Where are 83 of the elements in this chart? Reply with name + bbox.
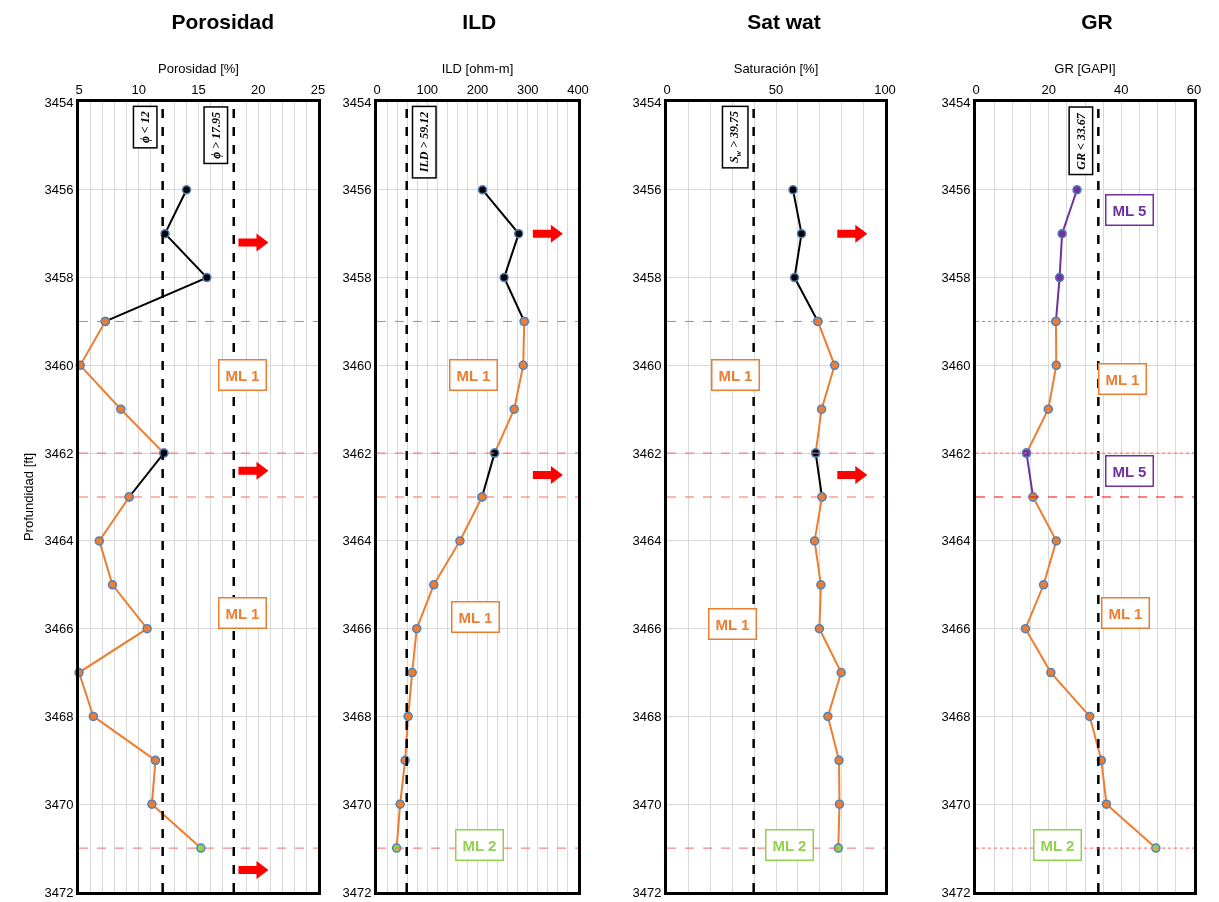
- ref-line-label: ILD > 59.12: [417, 111, 432, 174]
- y-tick-label: 3470: [941, 796, 971, 812]
- y-tick-label: 3470: [342, 796, 372, 812]
- y-tick-label: 3460: [342, 357, 372, 373]
- x-tick-label: 100: [416, 81, 439, 97]
- x-tick-label: 25: [310, 81, 326, 97]
- chart-title: GR: [1081, 10, 1113, 34]
- y-tick-label: 3468: [941, 708, 971, 724]
- y-tick-label: 3462: [941, 445, 971, 461]
- annotation: ML 1: [1105, 370, 1140, 388]
- chart-title: Sat wat: [747, 10, 821, 34]
- annotation: ML 1: [458, 608, 493, 626]
- y-tick-label: 3460: [632, 357, 662, 373]
- y-tick-label: 3454: [342, 94, 372, 110]
- x-tick-label: 10: [131, 81, 146, 97]
- chart-title: ILD: [462, 10, 497, 34]
- y-tick-label: 3466: [941, 621, 971, 637]
- y-tick-label: 3468: [632, 708, 662, 724]
- annotation: ML 1: [718, 366, 753, 384]
- x-tick-label: 100: [874, 81, 896, 97]
- annotation: ML 1: [225, 366, 260, 384]
- x-axis-title: Saturación [%]: [733, 60, 819, 76]
- y-tick-label: 3466: [632, 621, 662, 637]
- y-tick-label: 3458: [44, 270, 74, 286]
- y-tick-label: 3472: [941, 884, 971, 900]
- y-tick-label: 3468: [342, 708, 372, 724]
- y-tick-label: 3456: [632, 182, 662, 198]
- x-tick-label: 200: [466, 81, 489, 97]
- y-tick-label: 3466: [342, 621, 372, 637]
- annotation: ML 1: [715, 615, 750, 633]
- y-tick-label: 3464: [632, 533, 662, 549]
- y-tick-label: 3456: [941, 182, 971, 198]
- y-tick-label: 3472: [632, 884, 662, 900]
- x-tick-label: 50: [768, 81, 784, 97]
- y-tick-label: 3458: [941, 270, 971, 286]
- ref-line-label: ϕ > 17.95: [208, 111, 223, 159]
- y-tick-label: 3454: [941, 94, 971, 110]
- y-tick-label: 3472: [342, 884, 372, 900]
- y-tick-label: 3462: [44, 445, 74, 461]
- y-tick-label: 3456: [342, 182, 372, 198]
- annotation: ML 1: [225, 604, 260, 622]
- x-tick-label: 0: [663, 81, 671, 97]
- y-tick-label: 3460: [44, 357, 74, 373]
- x-tick-label: 15: [191, 81, 206, 97]
- annotation: ML 2: [1040, 836, 1075, 854]
- x-tick-label: 0: [373, 81, 381, 97]
- y-tick-label: 3466: [44, 621, 74, 637]
- annotation: ML 1: [456, 366, 491, 384]
- annotation: ML 2: [772, 836, 807, 854]
- y-tick-label: 3470: [632, 796, 662, 812]
- x-tick-label: 20: [1041, 81, 1056, 97]
- annotation: ML 5: [1112, 462, 1147, 480]
- y-tick-label: 3458: [632, 270, 662, 286]
- ref-line-label: GR < 33.67: [1073, 112, 1088, 170]
- x-tick-label: 60: [1186, 81, 1202, 97]
- x-tick-label: 0: [972, 81, 980, 97]
- annotation: ML 2: [462, 836, 497, 854]
- x-axis-title: ILD [ohm-m]: [441, 60, 514, 76]
- y-tick-label: 3464: [342, 533, 372, 549]
- x-axis-title: GR [GAPI]: [1054, 60, 1116, 76]
- x-tick-label: 20: [251, 81, 266, 97]
- y-tick-label: 3454: [44, 94, 74, 110]
- y-tick-label: 3456: [44, 182, 74, 198]
- x-tick-label: 5: [75, 81, 83, 97]
- y-tick-label: 3462: [632, 445, 662, 461]
- x-tick-label: 40: [1114, 81, 1129, 97]
- y-tick-label: 3464: [941, 533, 971, 549]
- chart-title: Porosidad: [171, 10, 275, 34]
- x-tick-label: 400: [567, 81, 589, 97]
- y-tick-label: 3464: [44, 533, 74, 549]
- y-tick-label: 3460: [941, 357, 971, 373]
- annotation: ML 1: [1108, 604, 1143, 622]
- annotation: ML 5: [1112, 201, 1147, 219]
- y-tick-label: 3462: [342, 445, 372, 461]
- y-axis-title: Profundidad [ft]: [21, 452, 37, 542]
- y-tick-label: 3470: [44, 796, 74, 812]
- x-axis-title: Porosidad [%]: [158, 60, 239, 76]
- ref-line-label: ϕ < 12: [138, 111, 153, 144]
- y-tick-label: 3472: [44, 884, 74, 900]
- y-tick-label: 3458: [342, 270, 372, 286]
- y-tick-label: 3468: [44, 708, 74, 724]
- y-tick-label: 3454: [632, 94, 662, 110]
- x-tick-label: 300: [516, 81, 539, 97]
